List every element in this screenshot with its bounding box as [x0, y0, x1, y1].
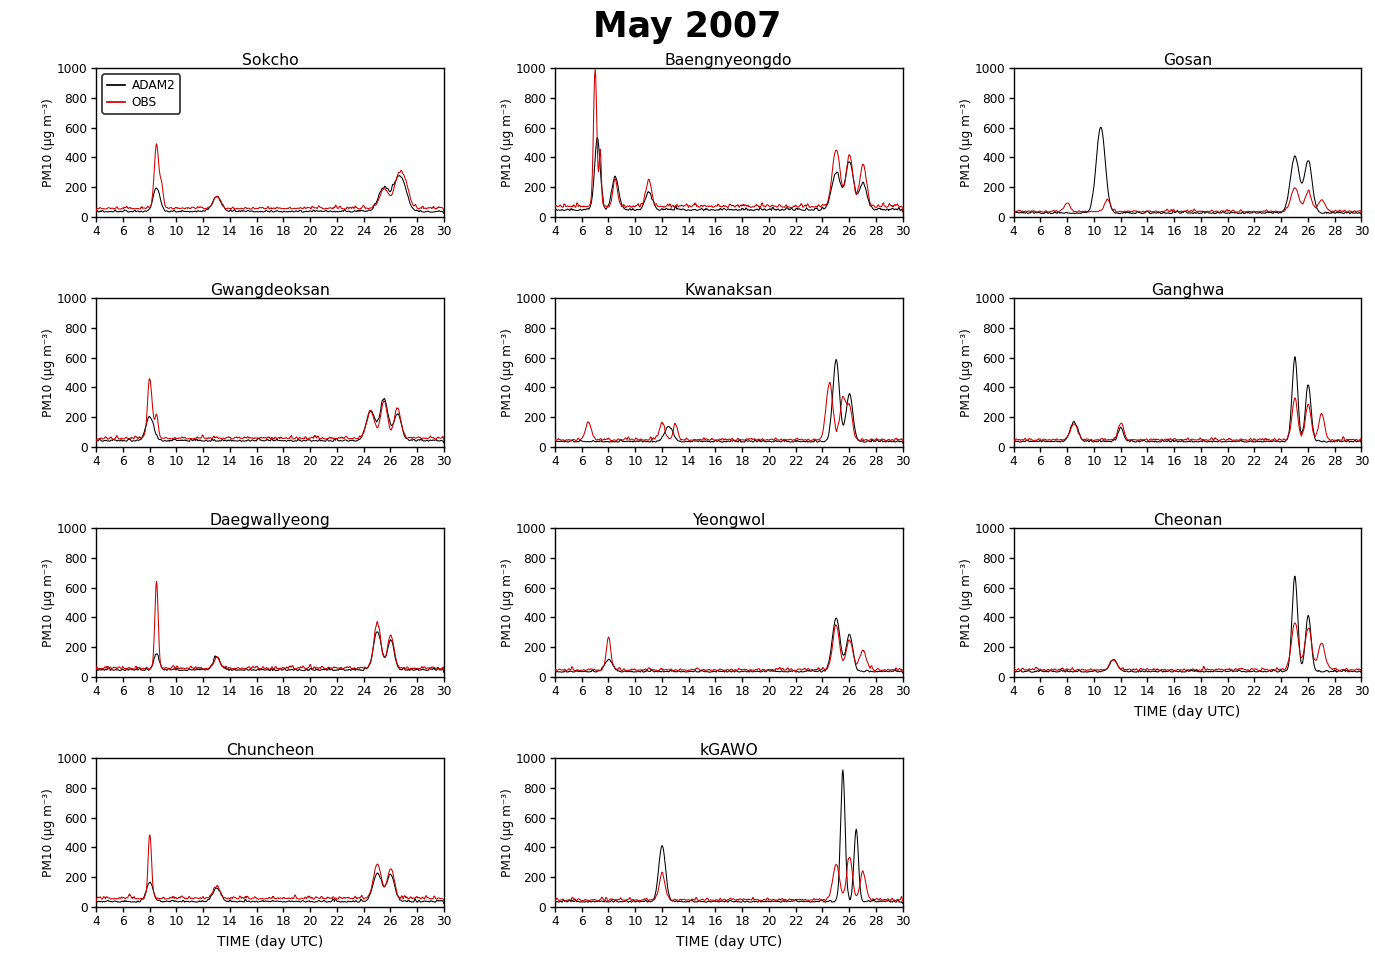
Y-axis label: PM10 (μg m⁻³): PM10 (μg m⁻³) [500, 558, 514, 647]
Title: Cheonan: Cheonan [1152, 513, 1222, 527]
Y-axis label: PM10 (μg m⁻³): PM10 (μg m⁻³) [43, 328, 55, 417]
Title: Daegwallyeong: Daegwallyeong [209, 513, 330, 527]
Title: Yeongwol: Yeongwol [692, 513, 766, 527]
Legend: ADAM2, OBS: ADAM2, OBS [102, 74, 180, 114]
Y-axis label: PM10 (μg m⁻³): PM10 (μg m⁻³) [960, 328, 972, 417]
Y-axis label: PM10 (μg m⁻³): PM10 (μg m⁻³) [500, 328, 514, 417]
X-axis label: TIME (day UTC): TIME (day UTC) [675, 935, 782, 950]
X-axis label: TIME (day UTC): TIME (day UTC) [217, 935, 323, 950]
Y-axis label: PM10 (μg m⁻³): PM10 (μg m⁻³) [960, 98, 972, 187]
Title: Kwanaksan: Kwanaksan [685, 283, 773, 297]
X-axis label: TIME (day UTC): TIME (day UTC) [1134, 705, 1240, 720]
Title: Chuncheon: Chuncheon [226, 743, 315, 758]
Y-axis label: PM10 (μg m⁻³): PM10 (μg m⁻³) [43, 98, 55, 187]
Title: Gwangdeoksan: Gwangdeoksan [210, 283, 330, 297]
Title: Gosan: Gosan [1163, 53, 1211, 68]
Title: Ganghwa: Ganghwa [1151, 283, 1224, 297]
Title: kGAWO: kGAWO [700, 743, 758, 758]
Text: May 2007: May 2007 [594, 10, 781, 44]
Y-axis label: PM10 (μg m⁻³): PM10 (μg m⁻³) [960, 558, 972, 647]
Y-axis label: PM10 (μg m⁻³): PM10 (μg m⁻³) [500, 788, 514, 877]
Y-axis label: PM10 (μg m⁻³): PM10 (μg m⁻³) [500, 98, 514, 187]
Title: Baengnyeongdo: Baengnyeongdo [666, 53, 792, 68]
Y-axis label: PM10 (μg m⁻³): PM10 (μg m⁻³) [43, 788, 55, 877]
Y-axis label: PM10 (μg m⁻³): PM10 (μg m⁻³) [43, 558, 55, 647]
Title: Sokcho: Sokcho [242, 53, 298, 68]
